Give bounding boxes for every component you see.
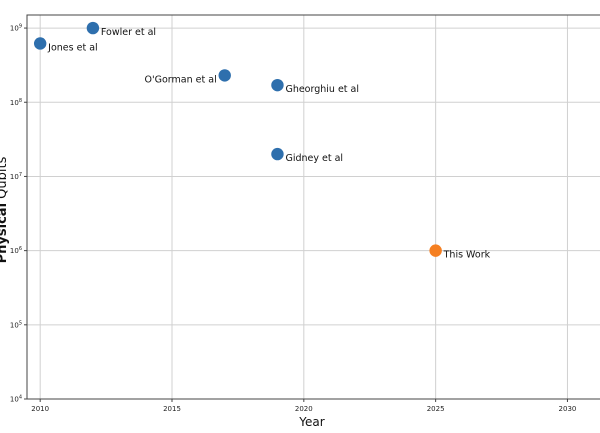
data-point xyxy=(271,147,284,161)
data-point-label: Gheorghiu et al xyxy=(285,84,359,95)
x-tick-label: 2025 xyxy=(427,405,445,413)
data-point-label: Gidney et al xyxy=(285,153,343,164)
y-tick-label: 109 xyxy=(10,24,22,33)
data-point-label: Jones et al xyxy=(47,42,98,53)
data-point-label: O'Gorman et al xyxy=(145,74,217,85)
y-tick-label: 105 xyxy=(10,320,22,329)
y-axis-title: Physical Qubits xyxy=(0,156,10,263)
y-tick-label: 104 xyxy=(10,395,22,404)
y-axis-title-rest: Qubits xyxy=(0,156,10,203)
data-point xyxy=(86,21,100,35)
data-point xyxy=(33,37,47,50)
y-tick-label: 108 xyxy=(10,98,22,107)
y-tick-label: 106 xyxy=(10,246,22,255)
y-axis: 104 105 106 107 108 109 xyxy=(10,24,27,404)
x-tick-label: 2020 xyxy=(295,405,313,413)
x-axis-title: Year xyxy=(298,415,324,429)
data-point-label: Fowler et al xyxy=(101,27,156,38)
plot-frame xyxy=(26,14,600,400)
y-axis-title-bold: Physical xyxy=(0,203,10,263)
data-point xyxy=(429,244,442,257)
data-points xyxy=(33,21,442,257)
x-axis: 2010 2015 2020 2025 2030 xyxy=(31,399,576,413)
data-point xyxy=(218,69,231,82)
data-point-label: This Work xyxy=(443,250,491,261)
x-tick-label: 2030 xyxy=(559,405,577,413)
data-point xyxy=(271,78,284,92)
x-tick-label: 2010 xyxy=(31,405,49,413)
x-tick-label: 2015 xyxy=(163,405,181,413)
y-tick-label: 107 xyxy=(10,172,22,181)
